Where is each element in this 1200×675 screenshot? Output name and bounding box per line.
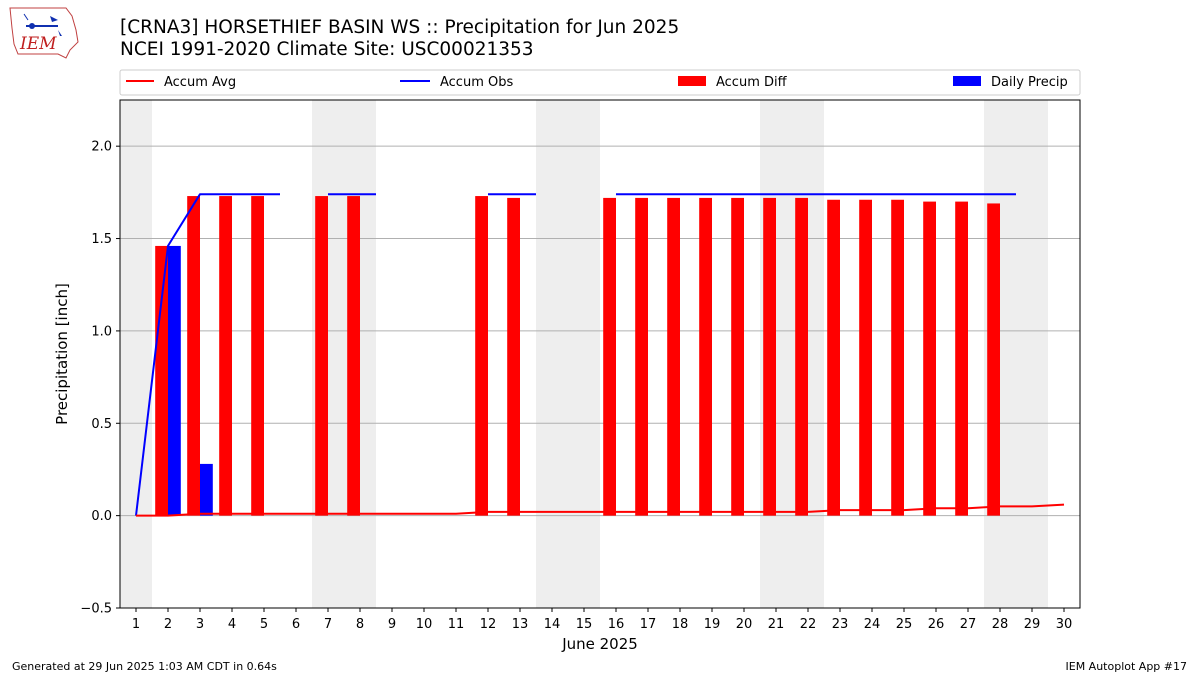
x-tick-label: 3 [196, 617, 204, 632]
accum-diff-bar [795, 197, 808, 516]
x-tick-label: 29 [1024, 617, 1041, 632]
x-tick-label: 28 [992, 617, 1009, 632]
x-tick-label: 21 [768, 617, 785, 632]
weekend-shade-2 [536, 100, 600, 608]
accum-diff-bar [827, 199, 840, 516]
y-tick-label: 2.0 [91, 140, 112, 155]
x-tick-label: 4 [228, 617, 236, 632]
x-tick-label: 17 [640, 617, 657, 632]
accum-diff-bar [187, 196, 200, 516]
x-tick-label: 15 [576, 617, 593, 632]
x-tick-label: 1 [132, 617, 140, 632]
plot-frame [119, 99, 1081, 609]
x-tick-label: 8 [356, 617, 364, 632]
footer-app-label: IEM Autoplot App #17 [1065, 660, 1188, 673]
y-axis-label: Precipitation [inch] [53, 283, 71, 425]
accum-diff-bar [859, 199, 872, 516]
daily-precip-bar [200, 463, 213, 516]
footer-generated-text: Generated at 29 Jun 2025 1:03 AM CDT in … [12, 660, 277, 673]
accum-diff-bar [603, 197, 616, 516]
x-tick-label: 23 [832, 617, 849, 632]
accum-diff-bar [955, 201, 968, 516]
x-tick-label: 14 [544, 617, 561, 632]
accum-diff-bar [763, 197, 776, 516]
x-tick-label: 20 [736, 617, 753, 632]
accum-diff-bar [507, 197, 520, 516]
accum-avg-line [136, 503, 1065, 517]
y-tick-label: 0.0 [91, 509, 112, 524]
chart-title: [CRNA3] HORSETHIEF BASIN WS :: Precipita… [120, 17, 680, 38]
y-tick-label: 1.5 [91, 232, 112, 247]
accum-diff-bar [251, 196, 264, 516]
x-tick-label: 16 [608, 617, 625, 632]
bars-layer [155, 196, 1000, 516]
iem-logo: IEM [9, 7, 79, 59]
legend-label-accum-obs: Accum Obs [440, 75, 513, 90]
accum-diff-bar [699, 197, 712, 516]
accum-diff-bar [635, 197, 648, 516]
legend-label-daily-precip: Daily Precip [991, 75, 1068, 90]
x-tick-label: 10 [416, 617, 433, 632]
logo-text: IEM [19, 34, 57, 54]
x-tick-label: 13 [512, 617, 529, 632]
x-tick-label: 30 [1056, 617, 1073, 632]
accum-diff-bar [891, 199, 904, 516]
x-tick-label: 6 [292, 617, 300, 632]
y-tick-label: 1.0 [91, 324, 112, 339]
chart-subtitle: NCEI 1991-2020 Climate Site: USC00021353 [120, 39, 534, 60]
x-axis-label: June 2025 [561, 635, 638, 653]
accum-diff-bar [667, 197, 680, 516]
x-tick-label: 5 [260, 617, 268, 632]
accum-diff-bar [923, 201, 936, 516]
y-tick-label: 0.5 [91, 417, 112, 432]
x-tick-label: 11 [448, 617, 465, 632]
x-tick-label: 25 [896, 617, 913, 632]
accum-diff-bar [155, 245, 168, 516]
accum-obs-line [135, 193, 280, 516]
x-tick-label: 2 [164, 617, 172, 632]
x-tick-label: 19 [704, 617, 721, 632]
x-tick-label: 26 [928, 617, 945, 632]
daily-precip-bar [168, 245, 181, 516]
x-tick-label: 9 [388, 617, 396, 632]
legend-label-accum-diff: Accum Diff [716, 75, 788, 90]
accum-diff-bar [219, 196, 232, 516]
x-tick-label: 12 [480, 617, 497, 632]
lines-layer [135, 193, 1065, 517]
x-tick-label: 22 [800, 617, 817, 632]
legend: Accum Avg Accum Obs Accum Diff Daily Pre… [119, 69, 1081, 96]
accum-diff-bar [475, 196, 488, 516]
legend-label-accum-avg: Accum Avg [164, 75, 236, 90]
weekend-shade-0 [120, 100, 152, 608]
accum-diff-bar [731, 197, 744, 516]
x-tick-label: 24 [864, 617, 881, 632]
y-tick-label: −0.5 [80, 602, 112, 617]
accum-diff-bar [315, 196, 328, 516]
x-tick-label: 7 [324, 617, 332, 632]
ticks-layer: −0.50.00.51.01.52.01 2 3 4 5 6 7 8 9 10 11 12 13 14 15… [80, 140, 1072, 632]
accum-diff-bar [987, 203, 1000, 516]
x-tick-label: 27 [960, 617, 977, 632]
legend-box [119, 69, 1081, 96]
legend-swatch-accum-diff [678, 76, 706, 86]
x-tick-label: 18 [672, 617, 689, 632]
legend-swatch-daily-precip [953, 76, 981, 86]
accum-diff-bar [347, 196, 360, 516]
